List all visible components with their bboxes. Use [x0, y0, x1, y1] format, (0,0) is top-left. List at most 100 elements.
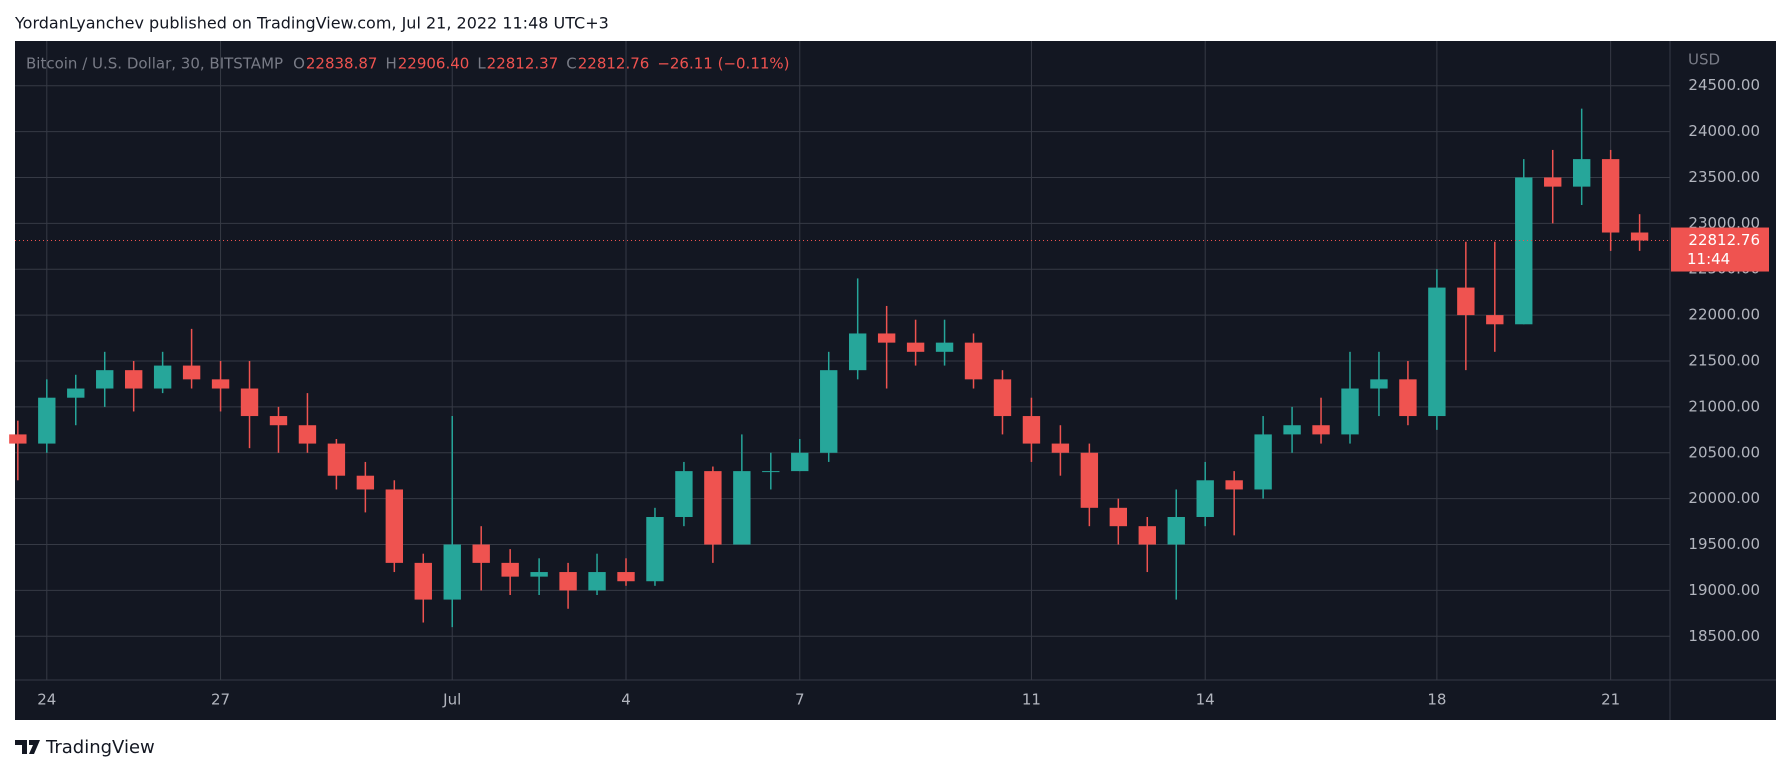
candle-body — [269, 416, 288, 426]
candle-body — [9, 434, 27, 444]
candle-body — [906, 342, 925, 352]
candle-body — [617, 572, 635, 582]
candle-body — [1486, 315, 1504, 325]
x-tick-label: 21 — [1601, 691, 1620, 709]
candle-body — [762, 471, 780, 473]
candle-body — [124, 370, 143, 389]
currency: USD — [1688, 51, 1720, 69]
candle-body — [472, 544, 490, 563]
y-tick-label: 23000.00 — [1688, 214, 1760, 232]
grid — [15, 41, 1670, 680]
symbol: Bitcoin / U.S. Dollar, 30, BITSTAMP — [26, 55, 283, 73]
legend-value: 22812.76 — [578, 55, 650, 73]
x-tick-label: 4 — [621, 691, 631, 709]
x-tick-label: 7 — [795, 691, 805, 709]
countdown: 11:44 — [1687, 250, 1730, 268]
legend: Bitcoin / U.S. Dollar, 30, BITSTAMP O 228… — [26, 55, 790, 73]
candle-body — [1254, 434, 1272, 490]
candle-body — [1138, 526, 1156, 545]
candle-body — [1167, 516, 1185, 545]
candle-body — [385, 489, 404, 563]
candle-body — [848, 333, 867, 371]
x-tick-label: 24 — [37, 691, 56, 709]
legend-key: L — [477, 55, 486, 73]
candle-body — [1051, 443, 1070, 453]
candle-body — [820, 370, 838, 453]
candle-body — [733, 471, 751, 545]
candle-body — [1312, 425, 1330, 435]
x-tick-label: 27 — [211, 691, 230, 709]
candle-body — [153, 365, 172, 389]
legend-value: 22812.37 — [487, 55, 559, 73]
chart-background — [15, 41, 1776, 720]
y-tick-label: 24500.00 — [1688, 76, 1760, 94]
candle-body — [501, 562, 519, 577]
candle-body — [1630, 232, 1649, 241]
y-tick-label: 21500.00 — [1688, 351, 1760, 369]
candle-body — [1370, 379, 1388, 389]
candle-body — [1601, 159, 1620, 233]
x-tick-label: Jul — [442, 691, 461, 709]
candle-body — [1457, 287, 1475, 316]
footer: TradingView — [45, 737, 155, 758]
last-price: 22812.76 — [1688, 231, 1760, 249]
y-tick-label: 23500.00 — [1688, 168, 1760, 186]
candle-body — [877, 333, 896, 343]
y-tick-label: 21000.00 — [1688, 397, 1760, 415]
legend-value: 22838.87 — [306, 55, 378, 73]
y-tick-label: 20000.00 — [1688, 489, 1760, 507]
y-tick-label: 19000.00 — [1688, 581, 1760, 599]
candle-body — [1515, 177, 1533, 325]
candle-body — [704, 471, 722, 545]
legend-key: C — [566, 55, 576, 73]
candle-body — [1428, 287, 1446, 417]
candle-body — [327, 443, 346, 476]
y-tick-label: 22000.00 — [1688, 306, 1760, 324]
candle-body — [38, 397, 56, 444]
legend-value: 22906.40 — [398, 55, 470, 73]
candle-body — [182, 365, 201, 380]
candle-body — [67, 388, 85, 398]
candles — [9, 108, 1649, 628]
candle-body — [646, 516, 664, 582]
candle-body — [96, 370, 114, 389]
last-price-box — [1671, 227, 1769, 272]
candle-body — [588, 572, 606, 591]
legend-change: −26.11 (−0.11%) — [657, 55, 789, 73]
candle-body — [356, 475, 375, 490]
candle-body — [964, 342, 983, 380]
x-tick-label: 14 — [1196, 691, 1215, 709]
candle-body — [559, 572, 577, 591]
candle-body — [1225, 480, 1243, 490]
candle-body — [530, 572, 548, 577]
y-tick-label: 19500.00 — [1688, 535, 1760, 553]
header: YordanLyanchev published on TradingView.… — [14, 14, 609, 33]
candle-body — [1283, 425, 1301, 435]
candle-body — [1080, 452, 1099, 508]
candle-body — [1022, 416, 1041, 444]
y-tick-label: 18500.00 — [1688, 627, 1760, 645]
x-tick-label: 11 — [1022, 691, 1041, 709]
candle-body — [1572, 159, 1591, 187]
candle-body — [1109, 507, 1128, 527]
legend-key: O — [293, 55, 305, 73]
candle-body — [993, 379, 1012, 417]
candle-body — [791, 452, 809, 472]
candle-body — [675, 471, 693, 517]
candle-body — [298, 425, 317, 444]
x-tick-label: 18 — [1427, 691, 1446, 709]
y-tick-label: 24000.00 — [1688, 122, 1760, 140]
candle-body — [211, 379, 230, 389]
candle-body — [1196, 480, 1214, 517]
candle-body — [1399, 379, 1417, 417]
legend-key: H — [385, 55, 396, 73]
candle-body — [1341, 388, 1359, 435]
logo-icon — [15, 740, 40, 754]
candle-body — [1544, 177, 1562, 187]
y-tick-label: 20500.00 — [1688, 443, 1760, 461]
footer-logo: TradingView — [15, 737, 155, 758]
candle-body — [414, 562, 432, 600]
candle-body — [935, 342, 954, 352]
